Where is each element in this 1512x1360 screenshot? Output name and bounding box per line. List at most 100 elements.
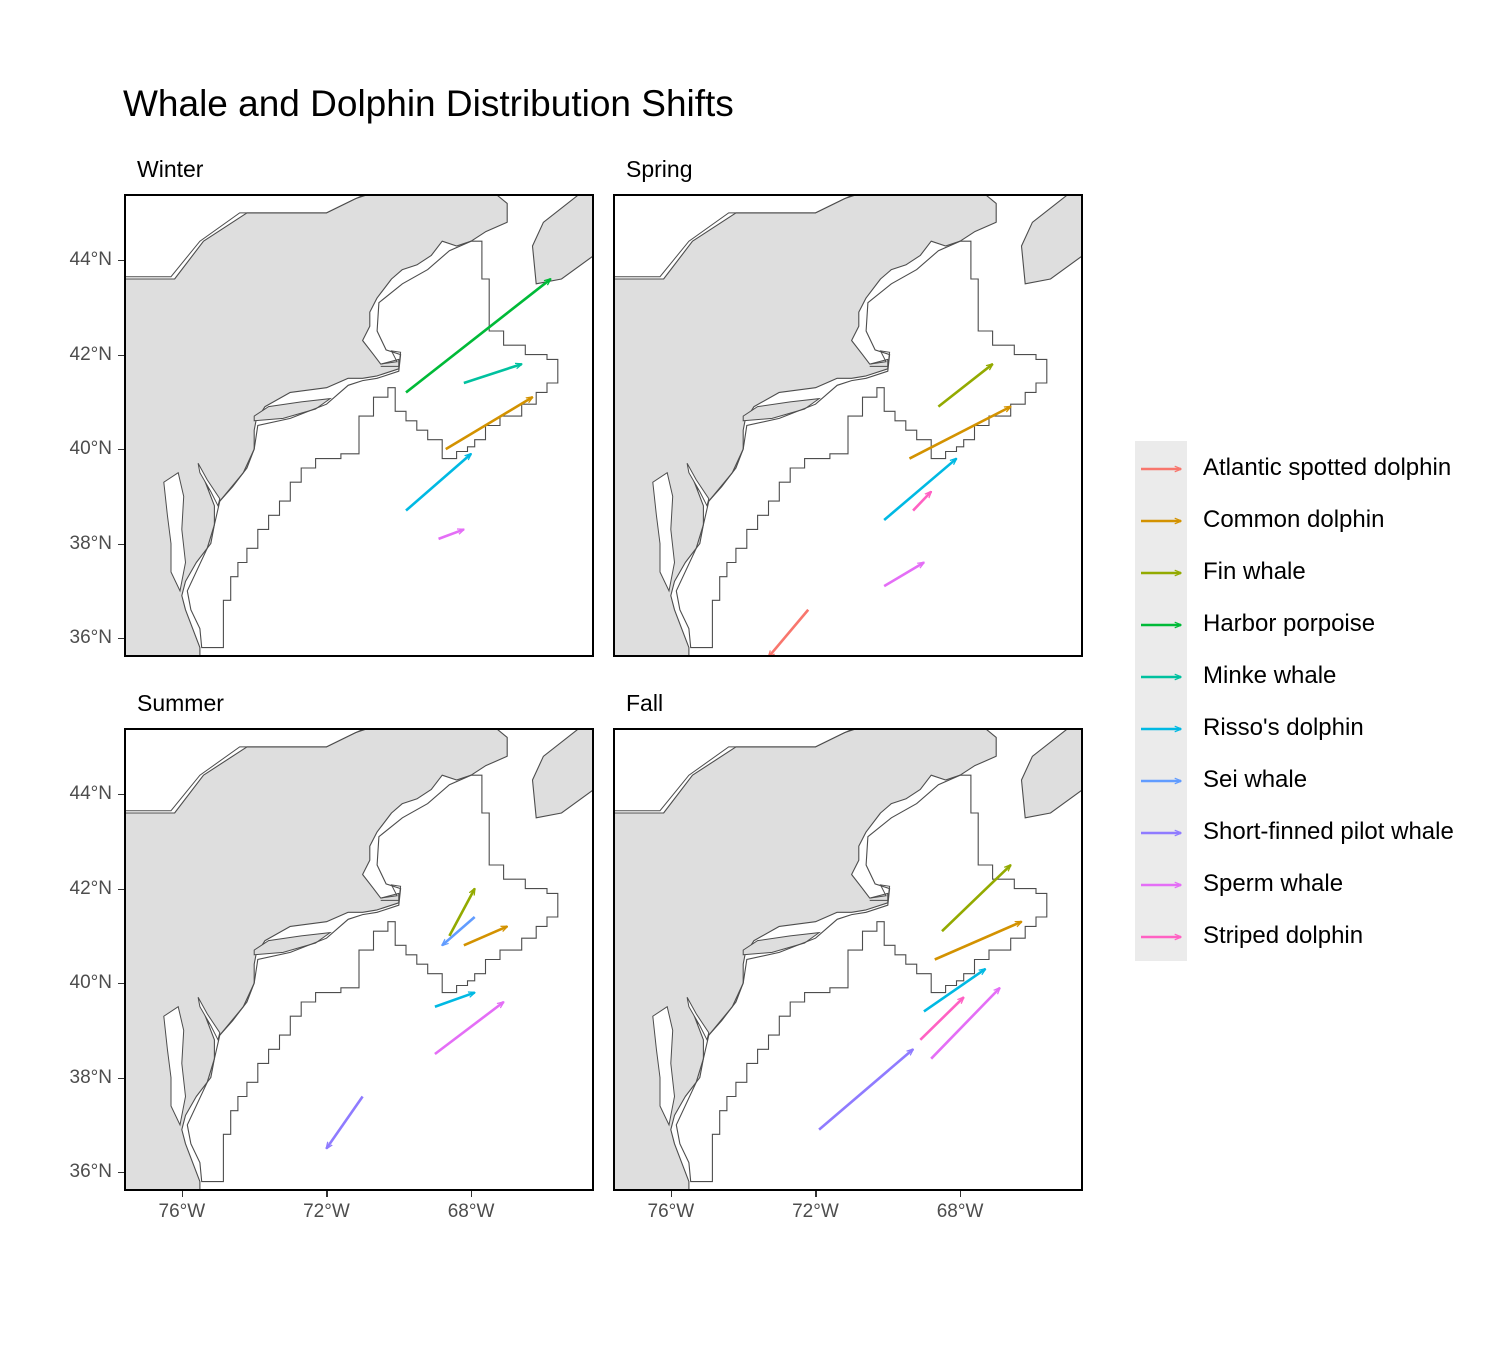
delaware-bay (686, 463, 710, 508)
figure-title: Whale and Dolphin Distribution Shifts (123, 83, 734, 124)
delaware-bay (686, 997, 710, 1042)
land-mass (615, 730, 997, 1189)
legend-label-minke-whale: Minke whale (1203, 662, 1337, 689)
long-island (253, 931, 332, 956)
long-island (742, 931, 821, 956)
nova-scotia (1020, 730, 1081, 819)
chesapeake-bay (163, 1005, 187, 1127)
y-tick-label: 36°N (69, 627, 112, 649)
shift-arrow-fin-whale (941, 865, 1011, 933)
map-panel-spring (613, 194, 1083, 657)
y-tick-label: 44°N (69, 783, 112, 805)
y-tick-label: 38°N (69, 1066, 112, 1088)
shift-arrow-sei-whale (442, 915, 476, 945)
legend-key-short-finned-pilot-whale (1135, 813, 1187, 853)
shift-arrow-risso-s-dolphin (434, 991, 475, 1008)
legend-label-sperm-whale: Sperm whale (1203, 870, 1344, 897)
x-tick (326, 1191, 328, 1197)
legend-label-risso-s-dolphin: Risso's dolphin (1203, 714, 1364, 741)
map-panel-fall (613, 728, 1083, 1191)
x-tick-label: 68°W (447, 1201, 495, 1222)
map-svg-summer (126, 730, 592, 1189)
x-tick-label: 76°W (158, 1201, 206, 1222)
shift-arrow-common-dolphin (908, 405, 1010, 460)
legend-key-harbor-porpoise (1135, 605, 1187, 645)
legend-label-harbor-porpoise: Harbor porpoise (1203, 610, 1376, 637)
map-svg-fall (615, 730, 1081, 1189)
facet-label-winter: Winter (137, 156, 204, 182)
legend-key-common-dolphin (1135, 501, 1187, 541)
y-tick-label: 36°N (69, 1161, 112, 1183)
cape-cod (380, 350, 402, 367)
delaware-bay (197, 463, 221, 508)
nova-scotia (1020, 196, 1081, 285)
y-tick-label: 42°N (69, 877, 112, 899)
shift-arrow-sperm-whale (883, 563, 924, 588)
map-panel-winter (124, 194, 594, 657)
shift-arrow-sperm-whale (930, 988, 1000, 1060)
legend-label-atlantic-spotted-dolphin: Atlantic spotted dolphin (1203, 454, 1452, 481)
chesapeake-bay (652, 1005, 676, 1127)
x-tick-label: 72°W (792, 1201, 839, 1222)
legend-key-sei-whale (1135, 761, 1187, 801)
x-tick-label: 76°W (647, 1201, 695, 1222)
y-tick (118, 794, 124, 796)
legend-label-fin-whale: Fin whale (1203, 558, 1306, 585)
y-tick (118, 983, 124, 985)
chesapeake-bay (163, 471, 187, 593)
country-border (126, 196, 366, 278)
shift-arrow-common-dolphin (463, 925, 507, 947)
legend-label-short-finned-pilot-whale: Short-finned pilot whale (1203, 818, 1454, 845)
long-island (253, 397, 332, 422)
shift-arrow-short-finned-pilot-whale (326, 1095, 364, 1149)
shift-arrow-risso-s-dolphin (883, 459, 956, 521)
x-tick (670, 1191, 673, 1197)
legend-key-atlantic-spotted-dolphin (1135, 449, 1187, 489)
legend-key-sperm-whale (1135, 865, 1187, 905)
y-tick-label: 40°N (69, 438, 112, 460)
y-tick-label: 42°N (69, 343, 112, 365)
legend (1135, 441, 1187, 961)
shift-arrow-risso-s-dolphin (923, 969, 985, 1013)
x-tick-label: 72°W (303, 1201, 350, 1222)
country-border (126, 730, 366, 812)
cape-cod (869, 884, 891, 901)
long-island (742, 397, 821, 422)
y-tick (118, 1077, 124, 1079)
legend-key-risso-s-dolphin (1135, 709, 1187, 749)
legend-key-minke-whale (1135, 657, 1187, 697)
map-svg-spring (615, 196, 1081, 655)
y-tick (118, 543, 124, 545)
y-tick (118, 1172, 124, 1174)
shift-arrow-harbor-porpoise (405, 279, 551, 394)
shift-arrow-sperm-whale (438, 528, 464, 541)
map-panel-summer (124, 728, 594, 1191)
delaware-bay (197, 997, 221, 1042)
facet-label-summer: Summer (137, 690, 224, 716)
shift-arrow-striped-dolphin (912, 492, 931, 512)
land-mass (615, 196, 997, 655)
y-tick (118, 638, 124, 640)
shift-arrow-sperm-whale (434, 1002, 504, 1056)
x-tick (815, 1191, 817, 1197)
legend-label-striped-dolphin: Striped dolphin (1203, 922, 1364, 949)
nova-scotia (531, 730, 592, 819)
y-tick-label: 38°N (69, 532, 112, 554)
legend-label-sei-whale: Sei whale (1203, 766, 1308, 793)
facet-label-spring: Spring (626, 156, 693, 182)
country-border (615, 196, 855, 278)
shift-arrow-short-finned-pilot-whale (818, 1049, 913, 1131)
x-tick (960, 1191, 962, 1197)
x-tick (181, 1191, 184, 1197)
y-tick (118, 888, 124, 890)
shift-arrow-striped-dolphin (919, 997, 963, 1041)
map-svg-winter (126, 196, 592, 655)
survey-region-outline (675, 774, 1048, 1183)
shift-arrow-minke-whale (463, 364, 522, 385)
country-border (615, 730, 855, 812)
y-tick (118, 449, 124, 451)
survey-region-outline (186, 774, 559, 1183)
y-tick-label: 40°N (69, 972, 112, 994)
shift-arrow-common-dolphin (934, 920, 1022, 961)
land-mass (126, 730, 508, 1189)
